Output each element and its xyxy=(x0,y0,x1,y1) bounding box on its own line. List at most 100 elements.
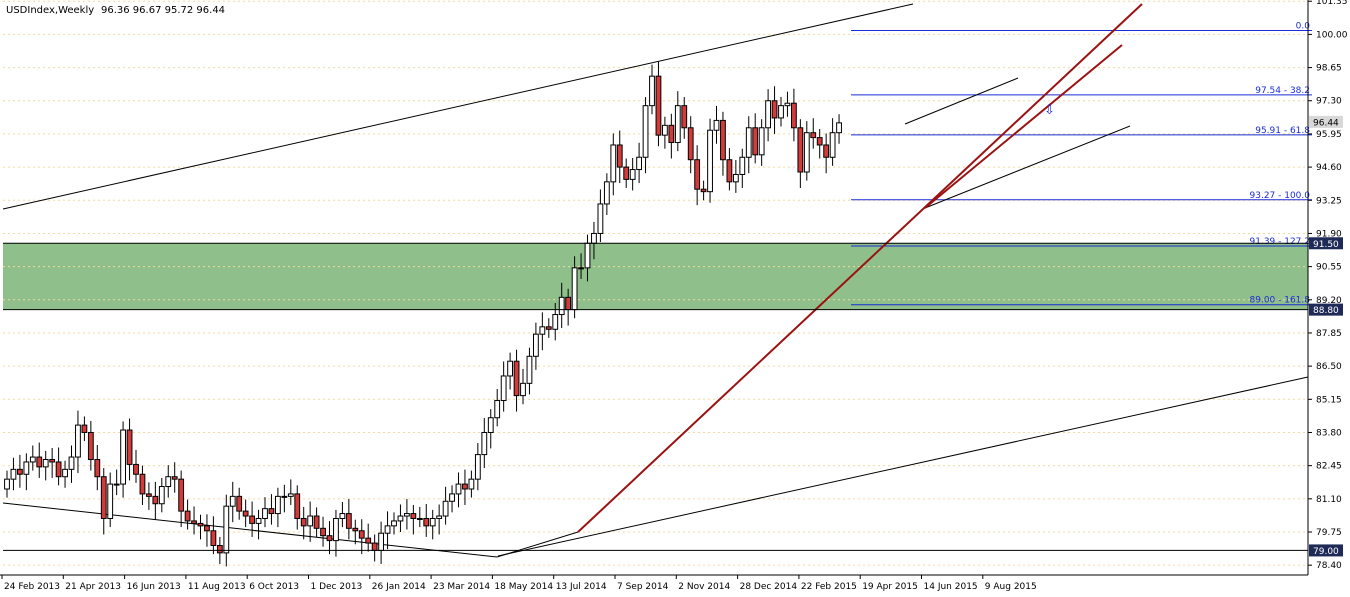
candle[interactable] xyxy=(133,463,139,475)
candle[interactable] xyxy=(255,517,262,524)
candle[interactable] xyxy=(300,517,307,527)
trendline-2013-low[interactable] xyxy=(2,502,498,558)
candle[interactable] xyxy=(294,493,301,519)
candle[interactable] xyxy=(629,169,636,180)
candle[interactable] xyxy=(816,137,823,146)
candle[interactable] xyxy=(610,144,617,183)
candle[interactable] xyxy=(662,124,668,136)
candle[interactable] xyxy=(49,459,56,463)
candle[interactable] xyxy=(655,75,662,136)
candle[interactable] xyxy=(810,132,817,139)
candle[interactable] xyxy=(139,473,146,495)
candle[interactable] xyxy=(539,326,546,335)
candle[interactable] xyxy=(829,132,836,158)
candle[interactable] xyxy=(307,515,314,527)
candle[interactable] xyxy=(358,530,365,539)
candle[interactable] xyxy=(513,360,520,397)
candle[interactable] xyxy=(803,132,810,173)
candle[interactable] xyxy=(468,478,475,490)
candle[interactable] xyxy=(152,495,159,505)
candle[interactable] xyxy=(455,483,462,495)
trendline-2014-start[interactable] xyxy=(496,531,579,558)
candle[interactable] xyxy=(345,513,352,529)
candle[interactable] xyxy=(429,517,436,527)
candle[interactable] xyxy=(533,333,539,357)
wedge-lower-line[interactable] xyxy=(924,125,1131,209)
candle[interactable] xyxy=(87,431,94,461)
candle[interactable] xyxy=(758,127,765,156)
candle[interactable] xyxy=(649,75,655,107)
candle[interactable] xyxy=(242,510,249,517)
candle[interactable] xyxy=(262,508,268,519)
channel-lower-line[interactable] xyxy=(497,376,1309,557)
candle[interactable] xyxy=(591,232,597,244)
candle[interactable] xyxy=(210,530,217,547)
candle[interactable] xyxy=(397,515,404,522)
channel-upper-line[interactable] xyxy=(2,3,914,210)
candle[interactable] xyxy=(384,525,391,534)
candle[interactable] xyxy=(520,382,526,397)
candle[interactable] xyxy=(17,468,23,475)
candle[interactable] xyxy=(494,400,501,419)
candle[interactable] xyxy=(481,431,488,456)
candle[interactable] xyxy=(216,545,223,554)
candle[interactable] xyxy=(126,429,133,465)
candle[interactable] xyxy=(713,119,720,131)
candle[interactable] xyxy=(75,424,81,458)
candle[interactable] xyxy=(616,144,623,168)
candle[interactable] xyxy=(333,517,339,542)
candle[interactable] xyxy=(4,478,10,490)
candle[interactable] xyxy=(687,127,694,161)
candle[interactable] xyxy=(765,100,772,129)
candle[interactable] xyxy=(739,156,746,175)
candle[interactable] xyxy=(771,100,778,119)
candle[interactable] xyxy=(674,105,681,144)
candle[interactable] xyxy=(462,483,468,490)
candle[interactable] xyxy=(571,267,578,311)
candle[interactable] xyxy=(365,537,372,544)
candle[interactable] xyxy=(10,468,17,480)
candle[interactable] xyxy=(29,456,36,463)
candle[interactable] xyxy=(707,129,713,193)
candle[interactable] xyxy=(784,102,791,107)
candle[interactable] xyxy=(378,532,385,551)
candle[interactable] xyxy=(107,483,114,519)
candle[interactable] xyxy=(165,476,172,488)
candle[interactable] xyxy=(597,203,604,234)
candle[interactable] xyxy=(42,459,49,468)
candle[interactable] xyxy=(339,513,346,519)
trendline-inner[interactable] xyxy=(924,44,1123,209)
candle[interactable] xyxy=(229,495,236,507)
candle[interactable] xyxy=(391,520,397,527)
candle[interactable] xyxy=(836,122,842,134)
candle[interactable] xyxy=(487,417,494,433)
candle[interactable] xyxy=(623,166,630,180)
candle[interactable] xyxy=(694,159,701,190)
trendline-uptrend[interactable] xyxy=(577,3,1143,533)
candle[interactable] xyxy=(55,461,62,478)
candle[interactable] xyxy=(500,375,507,402)
candle[interactable] xyxy=(552,314,559,330)
candle[interactable] xyxy=(791,102,797,129)
candle[interactable] xyxy=(113,483,120,486)
candle[interactable] xyxy=(558,296,565,316)
candle[interactable] xyxy=(416,517,423,520)
candle[interactable] xyxy=(197,522,204,527)
candle[interactable] xyxy=(146,493,152,497)
candle[interactable] xyxy=(636,156,643,171)
candle[interactable] xyxy=(474,454,481,480)
candle[interactable] xyxy=(268,508,275,515)
candle[interactable] xyxy=(745,127,752,158)
candle[interactable] xyxy=(545,326,552,330)
candle[interactable] xyxy=(681,105,688,129)
candle[interactable] xyxy=(778,105,784,119)
candle[interactable] xyxy=(223,505,230,554)
candle[interactable] xyxy=(352,527,359,532)
candle[interactable] xyxy=(449,493,455,502)
candle[interactable] xyxy=(565,296,572,311)
candle[interactable] xyxy=(100,476,107,519)
candle[interactable] xyxy=(642,105,649,158)
candle[interactable] xyxy=(275,495,281,515)
candle[interactable] xyxy=(81,424,88,433)
